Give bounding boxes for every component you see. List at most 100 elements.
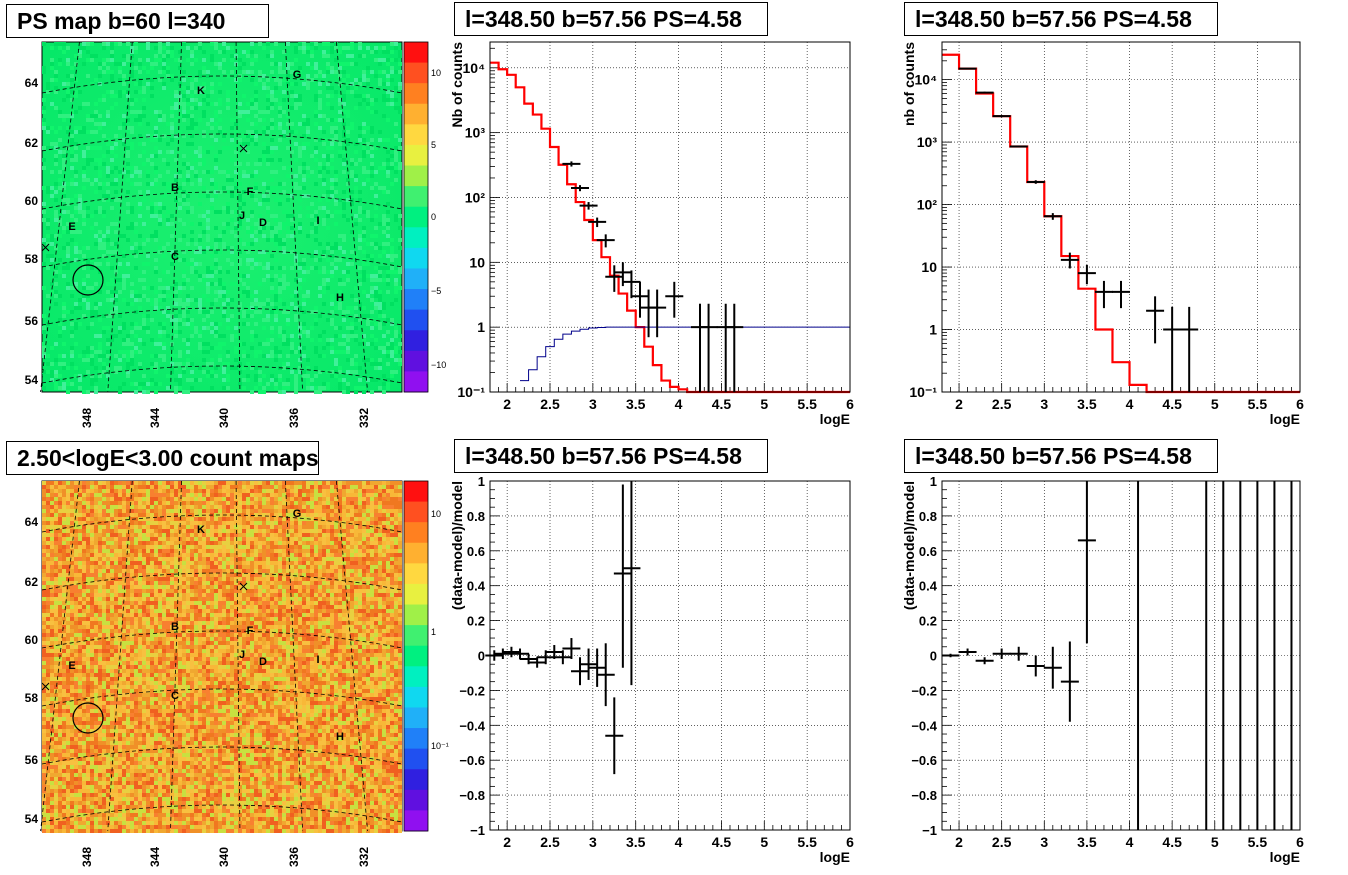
map-pixel <box>114 270 118 274</box>
map-pixel <box>270 533 274 537</box>
map-pixel <box>198 330 202 334</box>
map-pixel <box>342 98 346 102</box>
map-pixel <box>302 146 306 150</box>
map-pixel <box>226 302 230 306</box>
map-pixel <box>302 170 306 174</box>
map-pixel <box>354 565 358 569</box>
map-pixel <box>322 138 326 142</box>
map-pixel <box>166 533 170 537</box>
map-pixel <box>278 202 282 206</box>
map-pixel <box>386 274 390 278</box>
map-pixel <box>218 561 222 565</box>
map-pixel <box>378 314 382 318</box>
map-pixel <box>262 497 266 501</box>
map-pixel <box>74 366 78 370</box>
map-pixel <box>350 174 354 178</box>
map-pixel <box>350 505 354 509</box>
map-pixel <box>206 270 210 274</box>
map-pixel <box>362 358 366 362</box>
map-pixel <box>106 565 110 569</box>
map-pixel <box>262 533 266 537</box>
map-pixel <box>254 517 258 521</box>
map-pixel <box>126 166 130 170</box>
map-pixel <box>54 537 58 541</box>
map-pixel <box>182 557 186 561</box>
map-pixel <box>138 561 142 565</box>
map-pixel <box>142 374 146 378</box>
map-pixel <box>294 382 298 386</box>
map-pixel <box>174 489 178 493</box>
map-pixel <box>42 314 46 318</box>
map-pixel <box>118 521 122 525</box>
map-pixel <box>106 150 110 154</box>
map-pixel <box>330 370 334 374</box>
map-pixel <box>266 489 270 493</box>
map-pixel <box>254 138 258 142</box>
map-pixel <box>110 42 114 46</box>
map-pixel <box>58 138 62 142</box>
map-pixel <box>42 573 46 577</box>
map-pixel <box>286 386 290 390</box>
map-pixel <box>190 142 194 146</box>
map-pixel <box>306 549 310 553</box>
map-pixel <box>354 194 358 198</box>
map-pixel <box>378 366 382 370</box>
map-pixel <box>170 150 174 154</box>
map-pixel <box>370 521 374 525</box>
map-pixel <box>282 110 286 114</box>
map-pixel <box>110 266 114 270</box>
map-pixel <box>154 481 158 485</box>
map-pixel <box>182 270 186 274</box>
map-pixel <box>186 58 190 62</box>
map-pixel <box>274 501 278 505</box>
map-pixel <box>130 302 134 306</box>
map-pixel <box>318 138 322 142</box>
map-pixel <box>50 525 54 529</box>
map-pixel <box>266 222 270 226</box>
map-pixel <box>362 234 366 238</box>
map-pixel <box>162 481 166 485</box>
map-pixel <box>346 541 350 545</box>
map-pixel <box>138 142 142 146</box>
map-pixel <box>150 378 154 382</box>
map-pixel <box>126 94 130 98</box>
map-pixel <box>158 118 162 122</box>
map-pixel <box>370 358 374 362</box>
map-pixel <box>54 358 58 362</box>
map-pixel <box>170 553 174 557</box>
map-pixel <box>210 545 214 549</box>
map-pixel <box>230 178 234 182</box>
map-pixel <box>190 334 194 338</box>
map-pixel <box>138 485 142 489</box>
map-pixel <box>286 521 290 525</box>
map-pixel <box>354 569 358 573</box>
map-pixel <box>350 513 354 517</box>
map-pixel <box>390 493 394 497</box>
map-pixel <box>294 174 298 178</box>
map-pixel <box>126 517 130 521</box>
map-pixel <box>98 270 102 274</box>
map-pixel <box>250 50 254 54</box>
map-pixel <box>354 561 358 565</box>
map-pixel <box>126 374 130 378</box>
map-pixel <box>134 50 138 54</box>
map-pixel <box>146 206 150 210</box>
map-pixel <box>378 489 382 493</box>
map-pixel <box>298 198 302 202</box>
map-pixel <box>334 358 338 362</box>
map-pixel <box>370 110 374 114</box>
map-pixel <box>238 138 242 142</box>
map-pixel <box>314 182 318 186</box>
map-pixel <box>202 481 206 485</box>
map-pixel <box>246 314 250 318</box>
map-pixel <box>202 274 206 278</box>
map-pixel <box>98 549 102 553</box>
map-pixel <box>126 302 130 306</box>
map-pixel <box>110 493 114 497</box>
map-pixel <box>346 569 350 573</box>
map-pixel <box>130 501 134 505</box>
map-pixel <box>170 541 174 545</box>
map-pixel <box>210 358 214 362</box>
map-pixel <box>86 178 90 182</box>
